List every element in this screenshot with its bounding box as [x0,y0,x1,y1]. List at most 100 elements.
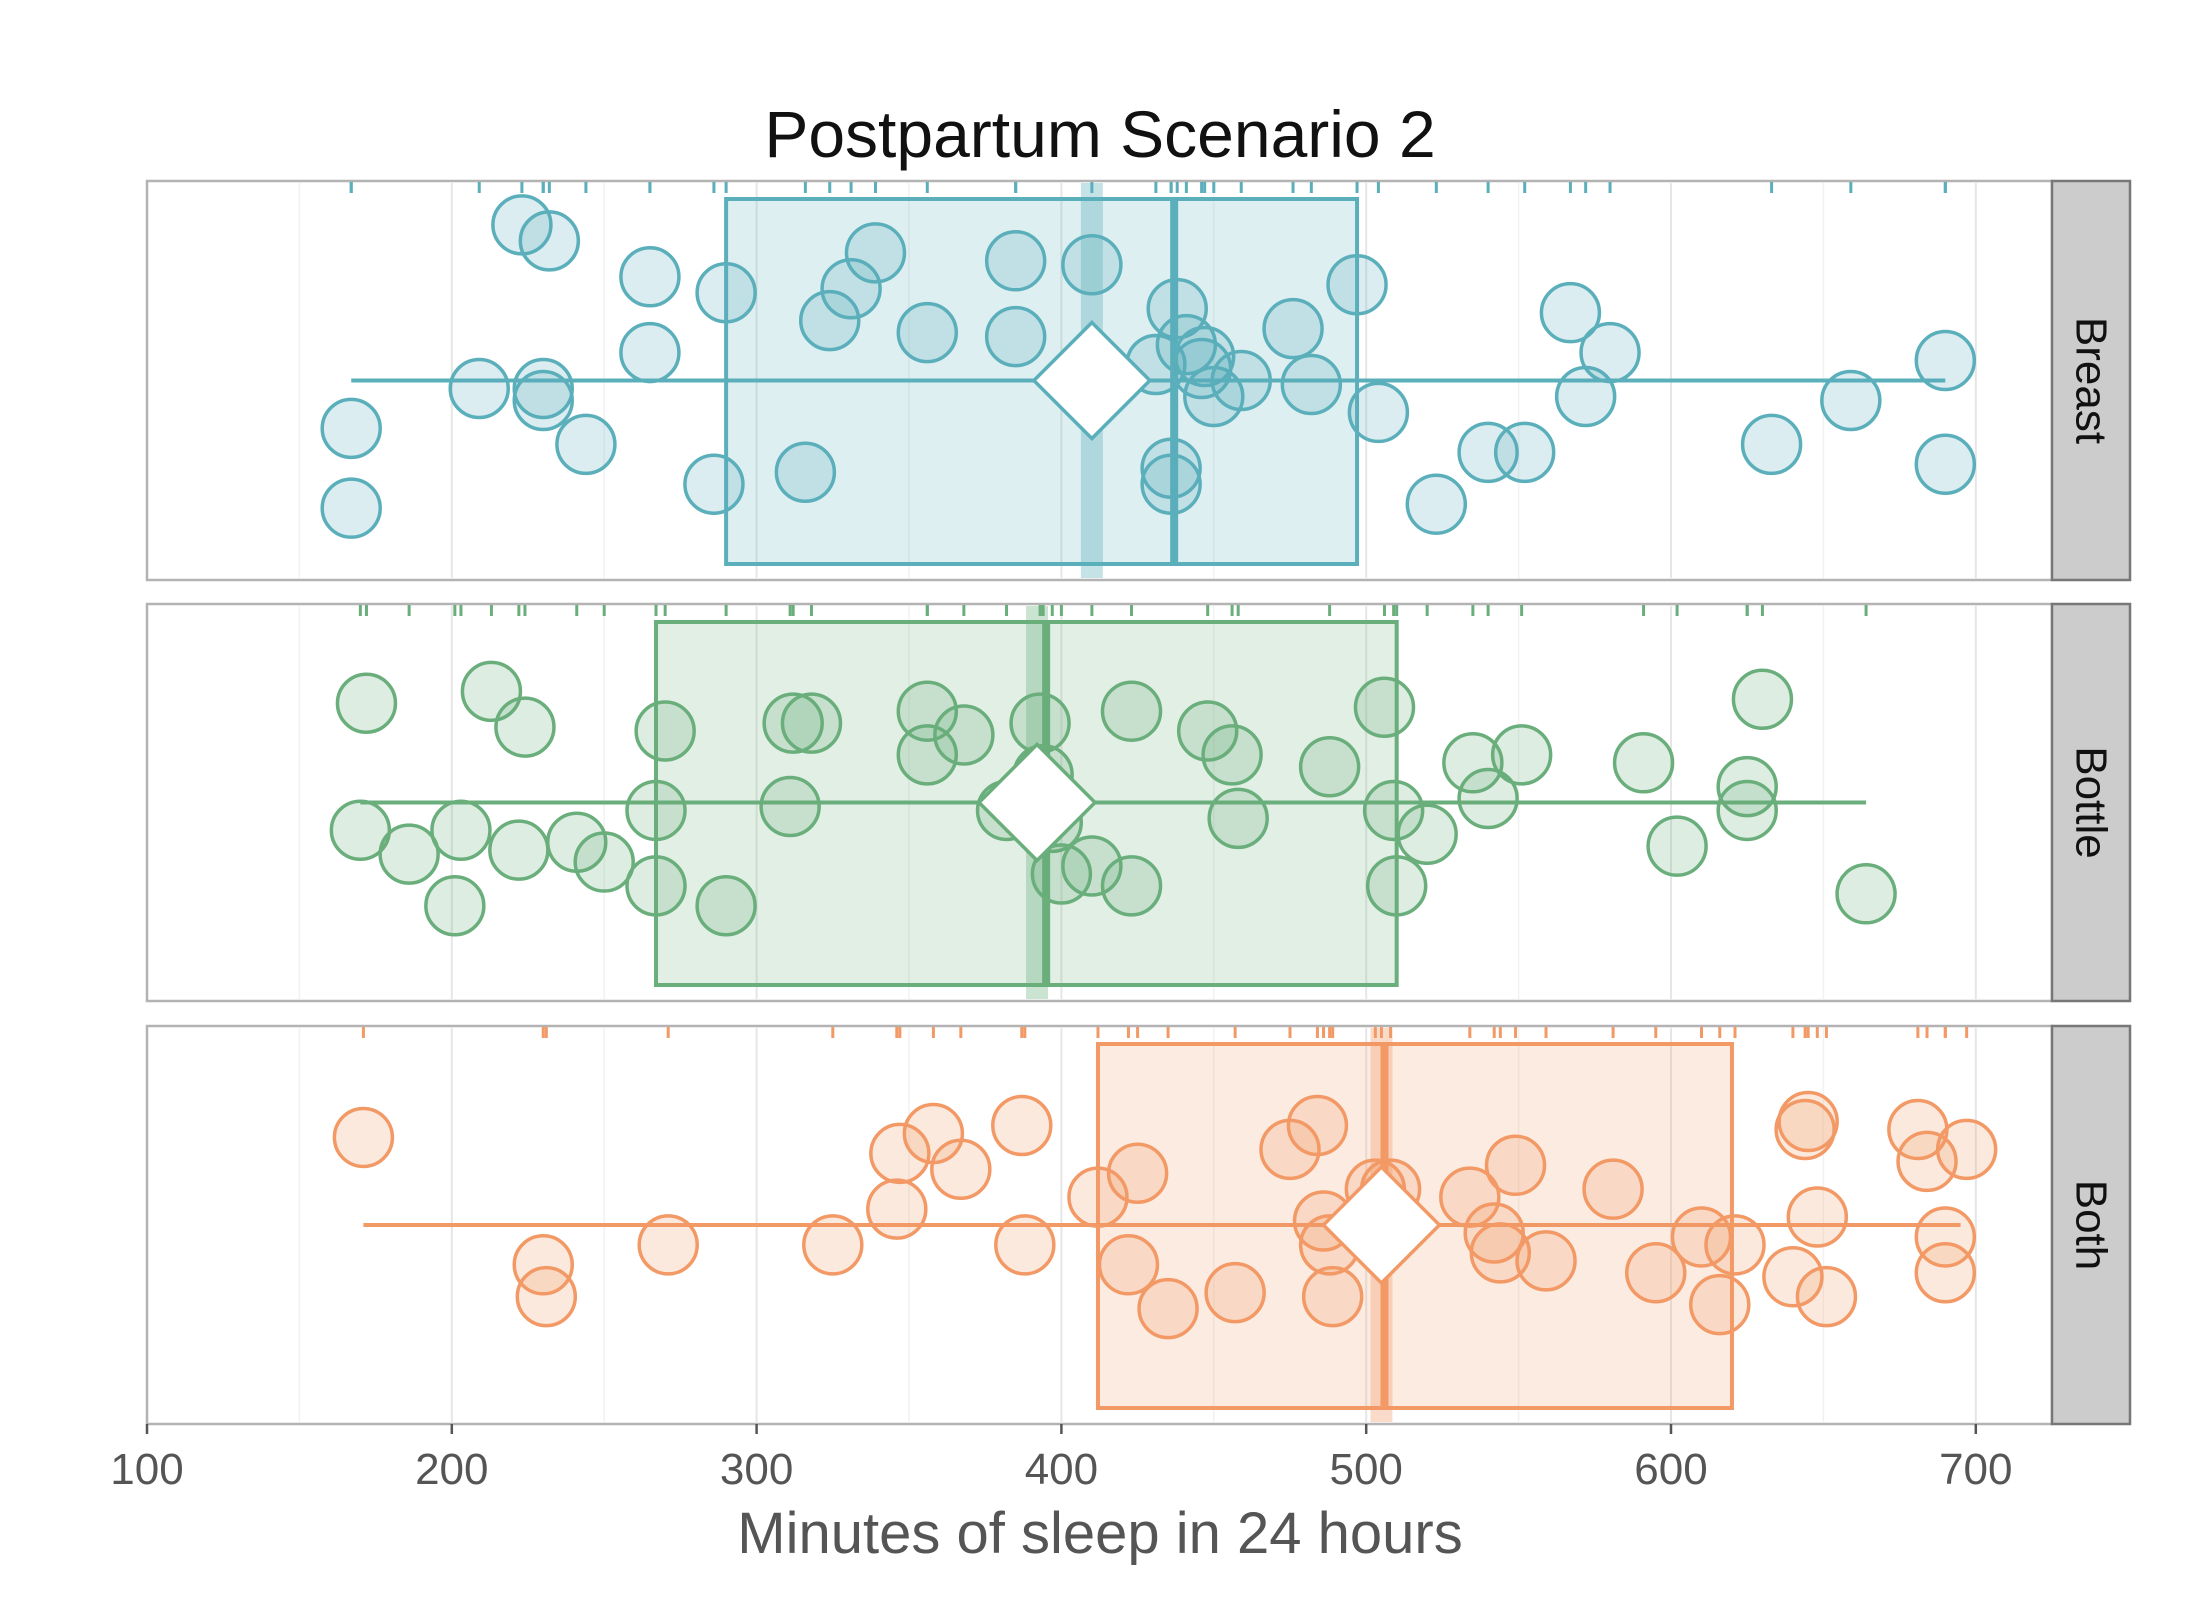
mean-diamond [1031,320,1153,441]
data-point [1442,732,1504,794]
data-point [1280,353,1343,416]
panel-both: Both [145,1024,2132,1426]
data-point [625,779,687,842]
data-point [515,1265,578,1328]
data-point [424,874,486,937]
data-point [329,799,392,862]
data-point [512,369,574,432]
panel-bottle: Bottle [145,602,2132,1003]
data-point [1061,234,1123,296]
data-point [1835,863,1897,925]
panels-layer: Breast Bottle Both [145,179,2132,1426]
data-point [759,775,821,838]
data-point [332,1106,395,1169]
data-point [1207,787,1269,850]
data-point [1106,1142,1169,1205]
data-point [619,246,681,308]
data-point [1731,668,1794,731]
data-point [1396,803,1458,866]
data-point [1210,349,1272,412]
x-tick-label: 700 [1939,1445,2012,1494]
x-axis-title: Minutes of sleep in 24 hours [737,1501,1462,1566]
data-point [1740,413,1803,476]
data-point [1347,381,1410,444]
x-axis: 100 200 300 400 500 600 700 [110,1424,2013,1494]
data-point [802,1214,864,1276]
data-point [1469,1222,1532,1284]
data-point [1716,779,1778,842]
x-tick-label: 600 [1634,1445,1707,1494]
data-point [1201,724,1263,786]
data-point [555,413,617,476]
data-point [1146,277,1208,340]
data-point [320,477,382,539]
x-tick-label: 300 [720,1445,793,1494]
data-point [1298,736,1361,798]
facet-strip [2050,602,2132,1003]
data-point [378,823,440,885]
data-point [820,257,882,320]
data-point [930,1138,992,1201]
data-point [1405,473,1468,535]
data-point [780,692,843,754]
data-point [1820,369,1882,432]
data-point [866,1178,928,1240]
data-point [844,222,907,284]
data-point [1515,1230,1577,1292]
data-point [1457,767,1519,830]
data-point [512,1234,574,1296]
mean-diamond [976,742,1098,863]
data-point [634,700,696,762]
data-point [1612,732,1675,794]
data-point [1140,437,1202,500]
facet-strip-label: Breast [2067,317,2116,444]
data-point [1262,297,1324,360]
data-point [683,453,745,515]
x-tick-label: 200 [415,1445,488,1494]
data-point [1579,321,1641,384]
data-point [1173,325,1236,388]
data-point [1097,1234,1160,1296]
data-point [896,724,959,786]
x-tick-label: 400 [1025,1445,1098,1494]
mean-diamond [1320,1164,1442,1286]
data-point [1762,1245,1824,1308]
data-point [1914,1242,1977,1304]
data-point [619,321,681,384]
data-point [1365,855,1428,917]
data-point [1539,281,1602,344]
data-point [1914,329,1977,392]
data-point [1777,1090,1839,1153]
data-point [1786,1186,1849,1248]
data-point [695,261,757,324]
facet-strip-label: Both [2067,1180,2116,1271]
data-point [1362,779,1425,842]
data-point [1326,253,1388,316]
data-point [637,1214,699,1276]
data-point [625,855,687,917]
data-point [994,1214,1056,1276]
data-point [1935,1118,1998,1181]
data-point [1493,421,1556,484]
data-point [799,289,861,352]
data-point [494,696,556,758]
x-tick-label: 100 [110,1445,183,1494]
data-point [335,672,398,734]
x-tick-label: 500 [1329,1445,1402,1494]
data-point [774,441,837,504]
data-point [1286,1094,1349,1157]
data-point [573,831,635,893]
data-point [320,397,382,460]
data-point [1204,1261,1266,1324]
data-point [1896,1130,1958,1193]
data-point [1100,680,1163,742]
data-point [896,680,959,742]
data-point [430,799,492,862]
data-point [896,301,959,364]
data-point [1795,1265,1858,1328]
facet-strip [2050,179,2132,582]
data-point [762,692,824,754]
data-point [984,230,1047,292]
data-point [1716,755,1778,818]
